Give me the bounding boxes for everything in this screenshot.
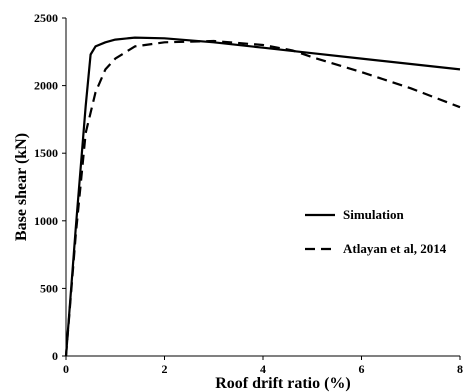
y-tick-label: 1500: [34, 146, 58, 160]
y-tick-label: 1000: [34, 214, 58, 228]
y-tick-label: 2000: [34, 79, 58, 93]
x-tick-label: 2: [162, 362, 168, 376]
legend: Simulation Atlayan et al, 2014: [305, 207, 447, 256]
y-tick-label: 0: [52, 349, 58, 363]
y-axis-title: Base shear (kN): [13, 133, 30, 241]
series-lines: [64, 36, 461, 357]
legend-label-1: Simulation: [343, 207, 404, 222]
y-tick-label: 2500: [34, 11, 58, 25]
y-tick-label: 500: [40, 281, 58, 295]
x-tick-label: 4: [260, 362, 266, 376]
x-axis-title: Roof drift ratio (%): [215, 375, 351, 392]
axes: [65, 18, 460, 357]
x-tick-label: 8: [457, 362, 463, 376]
series-line-2: [64, 39, 461, 357]
ticks: 0 500 1000 1500 2000 2500 0 2 4 6 8: [34, 11, 463, 376]
x-tick-label: 6: [359, 362, 365, 376]
series-line-1: [64, 36, 461, 357]
x-tick-label: 0: [63, 362, 69, 376]
legend-label-2: Atlayan et al, 2014: [343, 241, 447, 256]
